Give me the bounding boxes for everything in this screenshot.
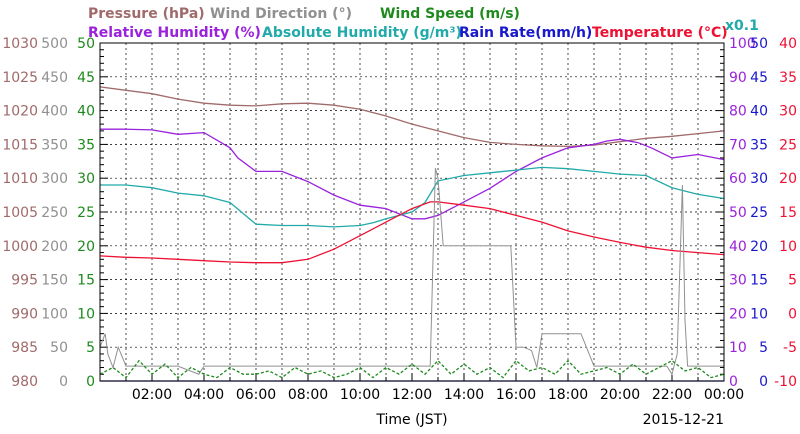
y-tick-label-wspd: 50 (77, 36, 95, 52)
series-line-pressure (99, 86, 725, 148)
y-tick-label-rain: 35 (750, 137, 768, 153)
y-tick-label-wspd: 15 (77, 273, 95, 289)
y-tick-label-pressure: 980 (11, 374, 38, 390)
y-tick-label-rh: 20 (729, 306, 747, 322)
y-tick-label-rain: 20 (750, 239, 768, 255)
y-tick-label-rh: 10 (729, 340, 747, 356)
series-line-wdir (99, 167, 724, 376)
y-tick-label-wdir: 200 (41, 239, 68, 255)
y-tick-label-pressure: 1015 (2, 137, 38, 153)
y-tick-label-temp: 40 (779, 36, 797, 52)
y-tick-label-pressure: 1005 (2, 205, 38, 221)
legend-wind-speed: Wind Speed (m/s) (380, 6, 520, 22)
plot-frame (99, 42, 725, 382)
x-tick-label: 04:00 (184, 387, 224, 403)
y-tick-label-wspd: 45 (77, 70, 95, 86)
y-tick-label-wspd: 30 (77, 171, 95, 187)
y-tick-label-wdir: 450 (41, 70, 68, 86)
y-tick-label-rain: 15 (750, 273, 768, 289)
x-tick-label: 16:00 (496, 387, 536, 403)
y-tick-label-temp: 15 (779, 205, 797, 221)
y-tick-label-pressure: 990 (11, 306, 38, 322)
y-tick-label-wdir: 300 (41, 171, 68, 187)
y-tick-label-temp: 30 (779, 104, 797, 120)
series-line-rh (100, 128, 725, 220)
y-tick-label-temp: 25 (779, 137, 797, 153)
y-tick-label-wspd: 0 (86, 374, 95, 390)
y-tick-label-wdir: 250 (41, 205, 68, 221)
y-tick-label-rh: 100 (729, 36, 756, 52)
y-tick-label-rain: 5 (759, 340, 768, 356)
y-tick-label-temp: 35 (779, 70, 797, 86)
x-tick-label: 18:00 (548, 387, 588, 403)
legend-relative-humidity: Relative Humidity (%) (88, 25, 261, 41)
y-tick-label-wdir: 400 (41, 104, 68, 120)
y-tick-label-temp: -10 (774, 374, 797, 390)
y-tick-label-pressure: 1025 (2, 70, 38, 86)
y-tick-label-rain: 50 (750, 36, 768, 52)
y-tick-label-pressure: 1030 (2, 36, 38, 52)
y-tick-label-pressure: 985 (11, 340, 38, 356)
grid (100, 43, 724, 381)
x-tick-label: 06:00 (236, 387, 276, 403)
y-axes: 9809859909951000100510101015102010251030… (2, 36, 797, 390)
y-tick-label-wspd: 10 (77, 306, 95, 322)
x-tick-label: 00:00 (704, 387, 744, 403)
y-tick-label-wdir: 0 (59, 374, 68, 390)
legend-pressure: Pressure (hPa) (88, 6, 205, 22)
y-tick-label-wspd: 20 (77, 239, 95, 255)
y-tick-label-wspd: 25 (77, 205, 95, 221)
y-tick-label-rh: 0 (729, 374, 738, 390)
legend-temperature: Temperature (°C) (592, 25, 728, 41)
multiplier-label: x0.1 (725, 18, 759, 34)
x-axis-ticks: 02:00 04:00 06:00 08:00 10:00 12:00 14:00 16:00… (99, 373, 744, 403)
x-tick-label: 20:00 (600, 387, 640, 403)
y-tick-label-wdir: 150 (41, 273, 68, 289)
y-tick-label-temp: 5 (788, 273, 797, 289)
y-tick-label-rh: 40 (729, 239, 747, 255)
y-tick-label-temp: -5 (783, 340, 797, 356)
y-tick-label-rh: 90 (729, 70, 747, 86)
y-tick-label-rain: 40 (750, 104, 768, 120)
y-tick-label-rain: 30 (750, 171, 768, 187)
y-tick-label-pressure: 1000 (2, 239, 38, 255)
x-axis-label: Time (JST) (375, 412, 447, 428)
y-tick-label-pressure: 995 (11, 273, 38, 289)
x-tick-label: 10:00 (340, 387, 380, 403)
y-tick-label-rh: 60 (729, 171, 747, 187)
y-tick-label-temp: 10 (779, 239, 797, 255)
x-tick-label: 14:00 (444, 387, 484, 403)
y-tick-label-wdir: 350 (41, 137, 68, 153)
y-tick-label-wdir: 50 (50, 340, 68, 356)
y-tick-label-pressure: 1020 (2, 104, 38, 120)
x-tick-label: 12:00 (392, 387, 432, 403)
y-tick-label-rh: 30 (729, 273, 747, 289)
date-label: 2015-12-21 (643, 412, 724, 428)
y-tick-label-wdir: 500 (41, 36, 68, 52)
y-tick-label-rain: 25 (750, 205, 768, 221)
x-tick-label: 02:00 (132, 387, 172, 403)
y-tick-label-temp: 20 (779, 171, 797, 187)
legend-absolute-humidity: Absolute Humidity (g/m³) (262, 25, 462, 41)
x-tick-label: 22:00 (652, 387, 692, 403)
series-line-temp (99, 201, 725, 264)
legend-rain-rate: Rain Rate(mm/h) (459, 25, 592, 41)
series-line-wspd (99, 359, 725, 379)
y-tick-label-wspd: 35 (77, 137, 95, 153)
x-tick-label: 08:00 (288, 387, 328, 403)
y-tick-label-wdir: 100 (41, 306, 68, 322)
y-tick-label-rh: 70 (729, 137, 747, 153)
y-tick-label-rh: 50 (729, 205, 747, 221)
legend-wind-direction: Wind Direction (°) (210, 6, 352, 22)
y-tick-label-wspd: 5 (86, 340, 95, 356)
y-tick-label-rh: 80 (729, 104, 747, 120)
y-tick-label-wspd: 40 (77, 104, 95, 120)
y-tick-label-rain: 45 (750, 70, 768, 86)
y-tick-label-temp: 0 (788, 306, 797, 322)
y-tick-label-pressure: 1010 (2, 171, 38, 187)
y-tick-label-rain: 0 (759, 374, 768, 390)
y-tick-label-rain: 10 (750, 306, 768, 322)
